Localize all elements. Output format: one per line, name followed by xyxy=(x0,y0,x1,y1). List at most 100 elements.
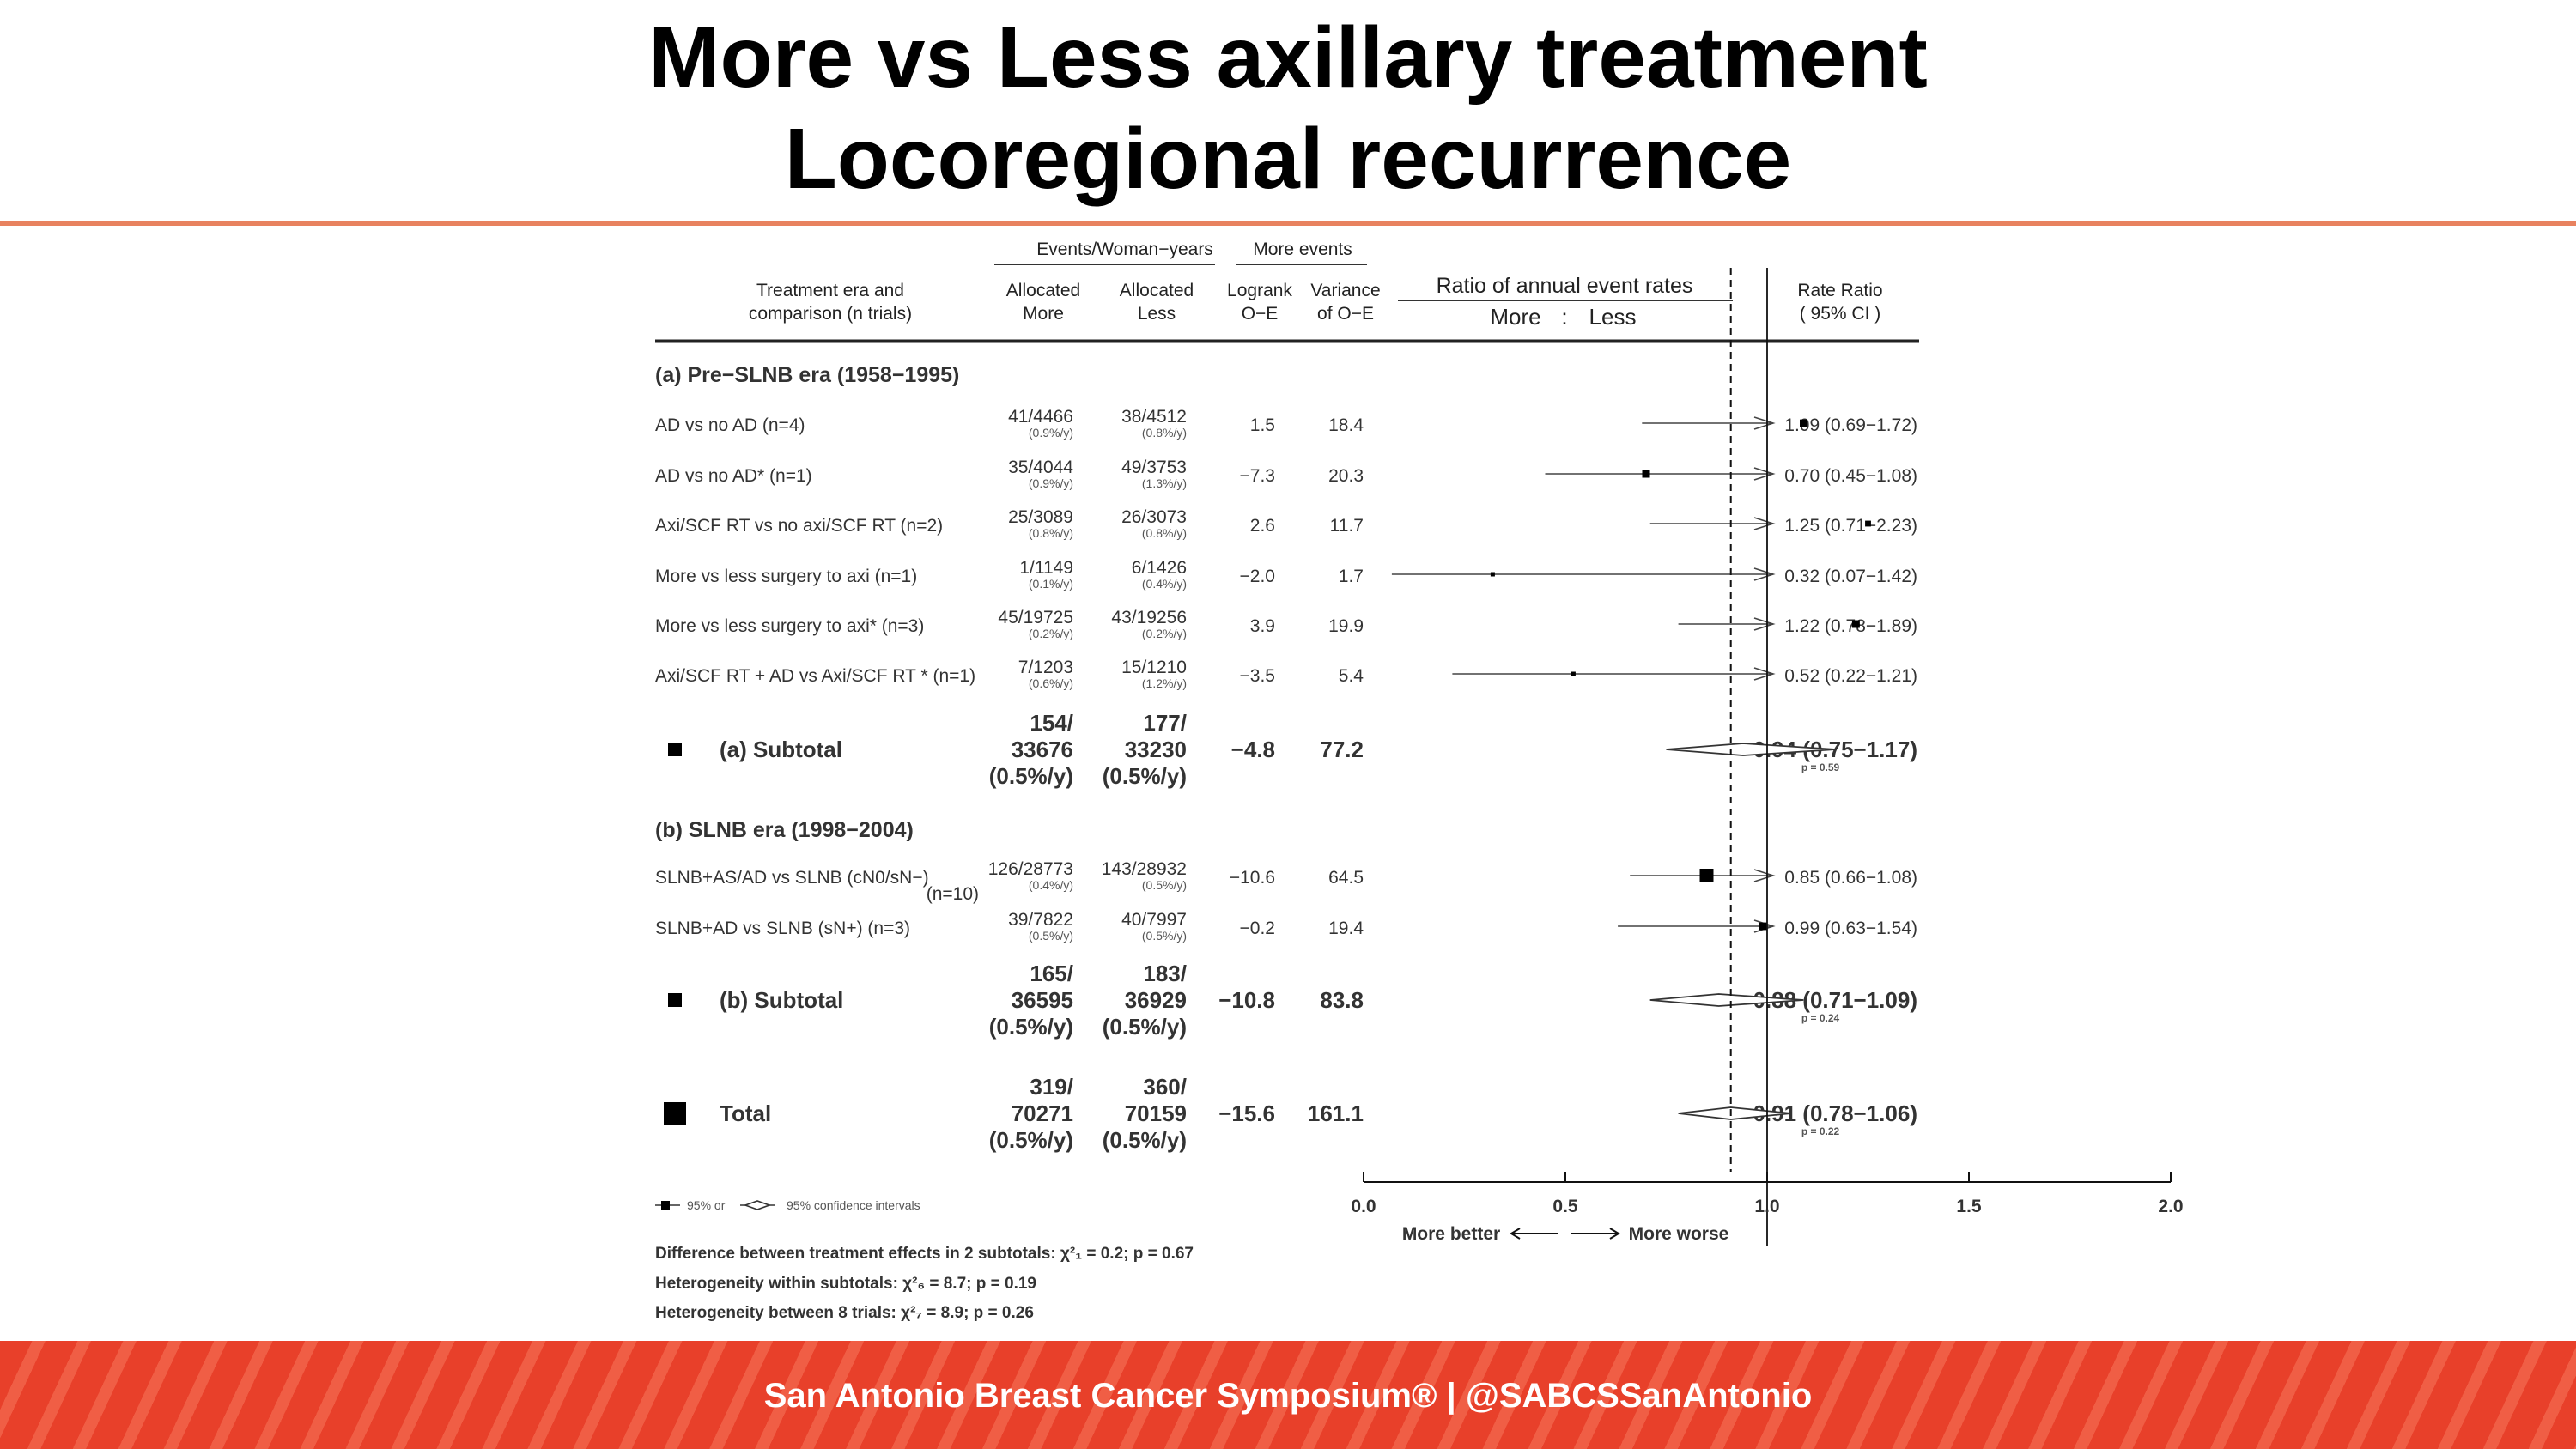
header-col5-line1: Variance xyxy=(1310,281,1380,300)
point-estimate-square xyxy=(1851,620,1860,628)
row-logrank-oe: −7.3 xyxy=(1240,466,1275,486)
x-axis-right-label: More worse xyxy=(1629,1224,1729,1244)
subtotal-a-more-0: 154/ xyxy=(1030,710,1073,736)
total-p-value: p = 0.22 xyxy=(1801,1125,1840,1137)
point-estimate-square xyxy=(1759,922,1767,931)
total-label: Total xyxy=(720,1100,771,1126)
row-rate-ratio-text: 0.99 (0.63−1.54) xyxy=(1784,919,1917,938)
row-variance: 11.7 xyxy=(1330,516,1364,536)
ci-arrow xyxy=(1753,617,1776,631)
ci-arrow xyxy=(1753,467,1776,481)
row-more-events: 1/1149 xyxy=(1019,558,1073,578)
footer-text: San Antonio Breast Cancer Symposium® | @… xyxy=(763,1377,1813,1415)
row-label: AD vs no AD* (n=1) xyxy=(655,466,812,486)
subtotal-a-p-value: p = 0.59 xyxy=(1801,761,1840,773)
legend-square xyxy=(661,1201,670,1210)
plot-title: Ratio of annual event rates xyxy=(1437,274,1693,298)
subtotal-b-more-2: (0.5%/y) xyxy=(989,1014,1073,1040)
row-less-events: 143/28932 xyxy=(1102,859,1187,879)
total-ci-diamond xyxy=(1678,1106,1792,1120)
row-variance: 64.5 xyxy=(1328,868,1364,888)
subtotal-a-less-1: 33230 xyxy=(1125,737,1187,762)
row-rate-ratio-text: 0.32 (0.07−1.42) xyxy=(1784,567,1917,586)
header-col5-line2: of O−E xyxy=(1317,304,1374,324)
row-rate-ratio-text: 1.09 (0.69−1.72) xyxy=(1784,415,1917,435)
row-rate-ratio-text: 0.52 (0.22−1.21) xyxy=(1784,666,1917,686)
row-label: Axi/SCF RT vs no axi/SCF RT (n=2) xyxy=(655,516,943,536)
subtotal-b-label: (b) Subtotal xyxy=(720,987,843,1013)
total-more-1: 70271 xyxy=(1012,1100,1073,1126)
total-less-2: (0.5%/y) xyxy=(1103,1127,1187,1153)
subtotal-b-marker xyxy=(668,993,682,1007)
row-variance: 19.4 xyxy=(1328,919,1364,938)
row-more-events: 126/28773 xyxy=(988,859,1073,879)
subtotal-a-less-2: (0.5%/y) xyxy=(1103,763,1187,789)
total-marker xyxy=(664,1102,686,1125)
subtotal-b-more-1: 36595 xyxy=(1012,987,1073,1013)
row-less-rate: (0.4%/y) xyxy=(1142,577,1187,591)
ci-arrow xyxy=(1753,667,1776,681)
header-col6-line1: Rate Ratio xyxy=(1797,281,1882,300)
row-variance: 18.4 xyxy=(1328,415,1364,435)
header-col2-line2: More xyxy=(1023,304,1064,324)
total-more-2: (0.5%/y) xyxy=(989,1127,1073,1153)
row-label: More vs less surgery to axi (n=1) xyxy=(655,567,917,586)
row-less-rate: (1.2%/y) xyxy=(1142,676,1187,690)
subtotal-b-more-0: 165/ xyxy=(1030,961,1073,986)
subtotal-a-more-2: (0.5%/y) xyxy=(989,763,1073,789)
row-label: Axi/SCF RT + AD vs Axi/SCF RT * (n=1) xyxy=(655,666,975,686)
plot-subtitle-less: Less xyxy=(1589,304,1637,330)
subtotal-a-less-0: 177/ xyxy=(1143,710,1187,736)
row-less-rate: (0.2%/y) xyxy=(1142,627,1187,640)
subtotal-b-less-1: 36929 xyxy=(1125,987,1187,1013)
row-more-events: 25/3089 xyxy=(1008,507,1073,527)
total-more-0: 319/ xyxy=(1030,1074,1073,1100)
header-col2-line1: Allocated xyxy=(1006,281,1080,300)
row-label-cont: (n=10) xyxy=(927,884,979,904)
row-logrank-oe: −10.6 xyxy=(1230,868,1275,888)
row-label: AD vs no AD (n=4) xyxy=(655,415,805,435)
footnote-2: Heterogeneity within subtotals: χ²₆ = 8.… xyxy=(655,1275,1036,1293)
row-less-rate: (0.8%/y) xyxy=(1142,526,1187,540)
row-logrank-oe: 3.9 xyxy=(1250,616,1275,636)
header-col1-line1: Treatment era and xyxy=(756,281,904,300)
subtotal-a-more-1: 33676 xyxy=(1012,737,1073,762)
point-estimate-square xyxy=(1571,671,1576,676)
point-estimate-square xyxy=(1699,869,1714,882)
footer-banner: San Antonio Breast Cancer Symposium® | @… xyxy=(0,1341,2576,1449)
header-events-group: Events/Woman−years xyxy=(1036,239,1213,259)
plot-subtitle-more: More xyxy=(1490,304,1540,330)
title-divider xyxy=(0,221,2576,226)
subtotal-a-marker xyxy=(668,743,682,756)
row-more-rate: (0.1%/y) xyxy=(1029,577,1073,591)
subtotal-b-less-0: 183/ xyxy=(1143,961,1187,986)
legend-diamond-label: 95% confidence intervals xyxy=(787,1198,920,1212)
row-variance: 1.7 xyxy=(1339,567,1364,586)
row-more-events: 39/7822 xyxy=(1008,910,1073,930)
row-more-events: 7/1203 xyxy=(1018,658,1073,677)
subtotal-a-label: (a) Subtotal xyxy=(720,737,842,762)
ci-arrow xyxy=(1753,869,1776,882)
x-tick-label: 1.0 xyxy=(1754,1197,1779,1216)
header-col3-line2: Less xyxy=(1138,304,1176,324)
row-less-events: 43/19256 xyxy=(1111,608,1187,627)
row-less-rate: (0.5%/y) xyxy=(1142,878,1187,892)
x-axis-left-label: More better xyxy=(1402,1224,1500,1244)
subtotal-a-oe: −4.8 xyxy=(1231,737,1275,762)
row-logrank-oe: −0.2 xyxy=(1240,919,1275,938)
slide-title: More vs Less axillary treatment Locoregi… xyxy=(0,7,2576,209)
subtotal-b-less-2: (0.5%/y) xyxy=(1103,1014,1187,1040)
ci-arrow xyxy=(1753,416,1776,430)
row-variance: 20.3 xyxy=(1328,466,1364,486)
row-logrank-oe: −3.5 xyxy=(1240,666,1275,686)
row-less-events: 6/1426 xyxy=(1132,558,1187,578)
row-more-events: 45/19725 xyxy=(998,608,1073,627)
row-less-events: 26/3073 xyxy=(1121,507,1187,527)
total-less-1: 70159 xyxy=(1125,1100,1187,1126)
row-logrank-oe: −2.0 xyxy=(1240,567,1275,586)
header-col3-line1: Allocated xyxy=(1120,281,1194,300)
row-more-rate: (0.6%/y) xyxy=(1029,676,1073,690)
subtotal-b-variance: 83.8 xyxy=(1320,987,1364,1013)
row-label: SLNB+AS/AD vs SLNB (cN0/sN−) xyxy=(655,868,929,888)
x-tick-label: 0.0 xyxy=(1351,1197,1376,1216)
